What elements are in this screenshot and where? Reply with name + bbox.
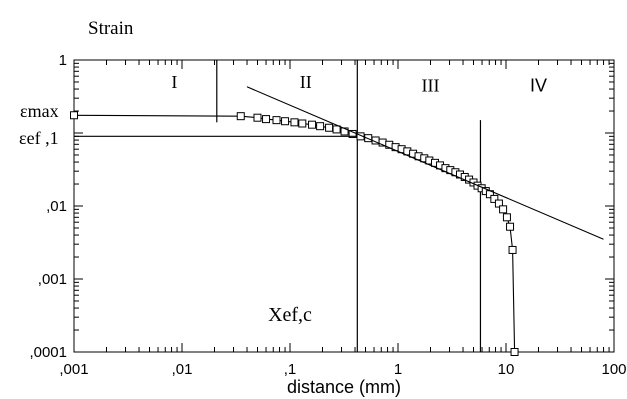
data-point [502, 213, 511, 222]
plot-frame [73, 59, 615, 353]
data-point [298, 119, 307, 128]
data-point [262, 115, 271, 124]
y-tick-label: 1 [59, 52, 67, 69]
data-point [510, 348, 519, 356]
region-i-label: I [171, 72, 177, 92]
x-tick-label: 1 [394, 361, 402, 378]
x-axis-label: distance (mm) [287, 377, 401, 397]
reference-lines [216, 60, 482, 352]
series-layer [70, 86, 604, 356]
data-point [332, 125, 341, 134]
data-point [236, 112, 245, 121]
x-tick-label: ,01 [172, 361, 193, 378]
data-point [308, 120, 317, 129]
chart-title: Strain [88, 18, 134, 39]
region-ii-label: II [300, 72, 312, 92]
data-point [490, 194, 499, 203]
data-point [506, 222, 515, 231]
data-point [253, 113, 262, 122]
y-axis-ticks [74, 62, 614, 353]
x-tick-label: 100 [601, 361, 626, 378]
x-axis-ticks [73, 60, 610, 352]
y-tick-label: ,0001 [29, 344, 67, 361]
epsilon-max-label: εmax [20, 101, 59, 121]
epsilon-ef-label: εef ,1 [19, 128, 59, 148]
data-point [281, 117, 290, 126]
x-tick-label: ,001 [59, 361, 88, 378]
region-iv-label: IV [530, 75, 547, 95]
x-tick-label: 10 [498, 361, 515, 378]
data-point [272, 116, 281, 125]
x-tick-labels: ,001 ,01 ,1 1 10 100 [59, 361, 626, 378]
region-iii-label: III [422, 75, 440, 95]
data-point [494, 199, 503, 208]
x-ef-label: Xef,c [268, 304, 312, 326]
data-point [325, 123, 334, 132]
data-point [290, 118, 299, 127]
data-point [508, 245, 517, 254]
y-tick-label: ,001 [38, 271, 67, 288]
x-tick-label: ,1 [284, 361, 297, 378]
data-point [499, 205, 508, 214]
reference-line [246, 86, 604, 240]
data-point [70, 111, 78, 120]
y-tick-label: ,01 [46, 198, 67, 215]
y-tick-labels: ,0001 ,001 ,01 1 [29, 52, 67, 361]
data-point [316, 122, 325, 131]
